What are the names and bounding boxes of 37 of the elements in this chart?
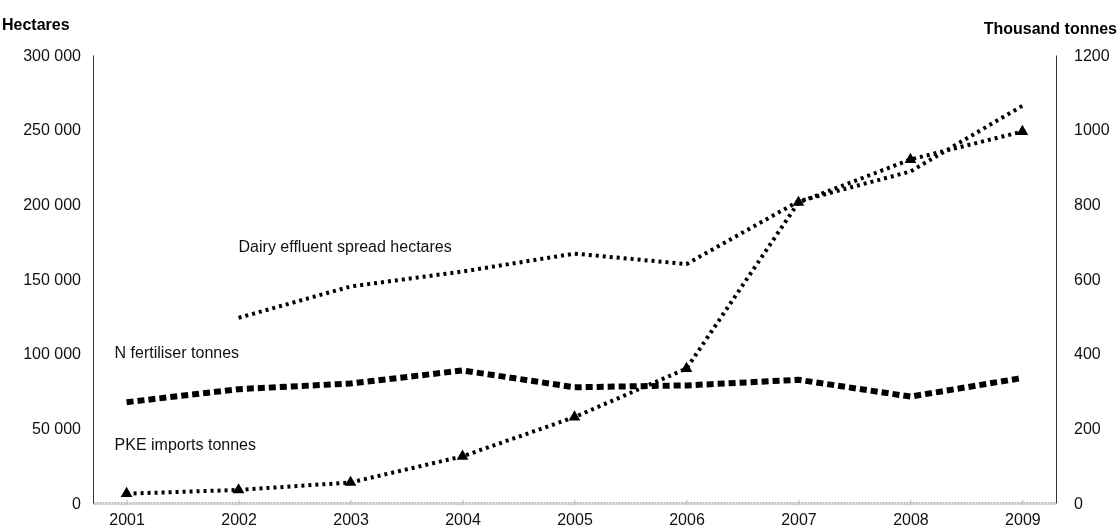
point <box>456 449 469 460</box>
text: PKE imports tonnes <box>114 435 256 453</box>
x-tick-label: 2006 <box>669 511 705 528</box>
y-tick-label: 300 000 <box>23 46 82 64</box>
y2-tick-label: 0 <box>1074 494 1083 512</box>
y2-tick-label: 1000 <box>1074 121 1110 139</box>
x-tick-label: 2008 <box>893 511 929 528</box>
y-tick-label: 0 <box>72 494 82 512</box>
point <box>792 195 805 206</box>
y2-tick-label: 200 <box>1074 419 1101 437</box>
y2-tick-label: 600 <box>1074 270 1101 288</box>
y-tick-label: 250 000 <box>23 121 82 139</box>
y-tick-label: 100 000 <box>23 345 82 363</box>
series-label: Dairy effluent spread hectares <box>238 237 452 255</box>
x-tick-label: 2004 <box>445 511 481 528</box>
point <box>1016 124 1029 135</box>
y-tick-label: 150 000 <box>23 270 82 288</box>
point <box>568 410 581 421</box>
x-tick-label: 2002 <box>221 511 257 528</box>
point <box>344 475 357 486</box>
y2-tick-label: 800 <box>1074 195 1101 213</box>
y2-axis-title: Thousand tonnes <box>983 20 1118 37</box>
y-tick-label: 50 000 <box>32 419 82 437</box>
point <box>904 152 917 163</box>
y-tick-label: 200 000 <box>23 195 82 213</box>
point <box>680 361 693 372</box>
y2-tick-label: 400 <box>1074 345 1101 363</box>
x-tick-label: 2003 <box>333 511 369 528</box>
point <box>232 483 245 494</box>
series-label: N fertiliser tonnes <box>114 344 240 362</box>
x-tick-label: 2007 <box>781 511 817 528</box>
x-tick-label: 2009 <box>1005 511 1041 528</box>
y-axis-title: Hectares <box>2 16 70 33</box>
x-tick-label: 2001 <box>109 511 145 528</box>
x-tick-label: 2005 <box>557 511 593 528</box>
y2-tick-label: 1200 <box>1074 46 1110 64</box>
point <box>120 486 133 498</box>
